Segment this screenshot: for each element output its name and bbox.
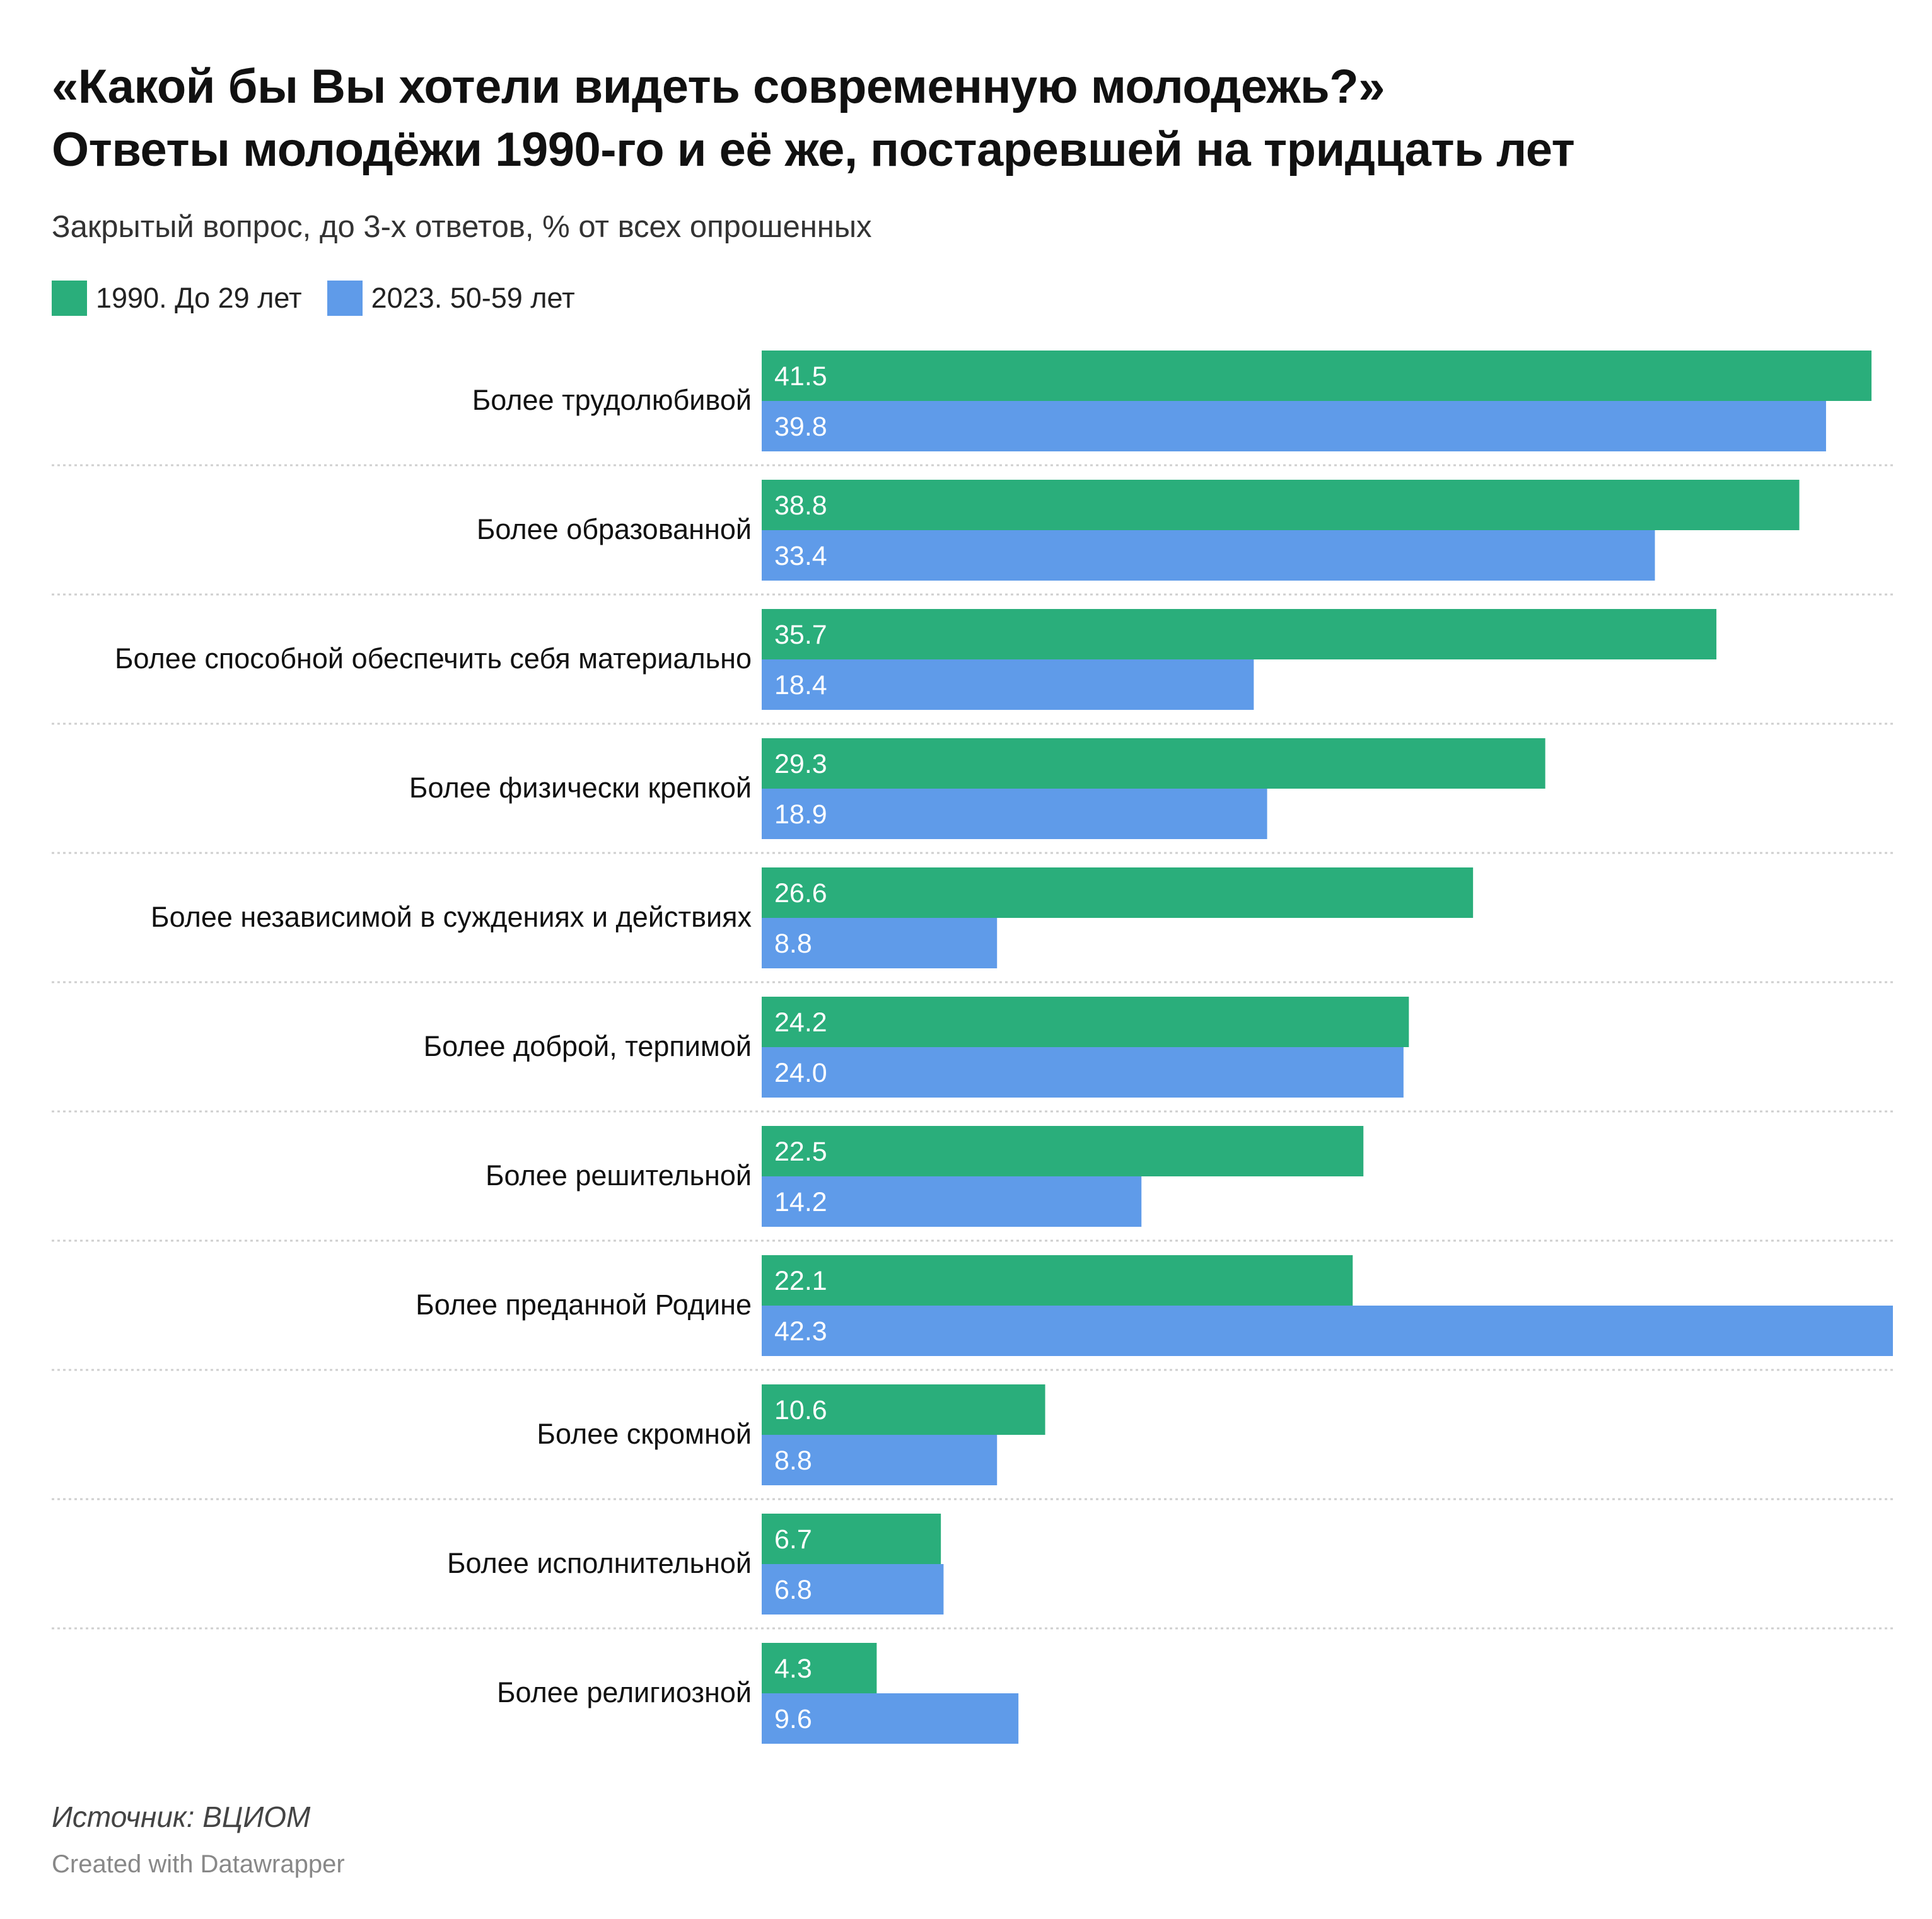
bar-1990 [762, 1514, 941, 1564]
legend-item-1990: 1990. До 29 лет [52, 281, 302, 316]
bar-chart: Более трудолюбивой 41.5 39.8 Более образова… [52, 351, 1893, 1744]
bar-1990 [762, 609, 1717, 659]
category-label: Более трудолюбивой [472, 384, 752, 416]
category-label: Более независимой в суждениях и действия… [151, 901, 752, 933]
legend: 1990. До 29 лет 2023. 50-59 лет [52, 281, 600, 316]
category-label: Более доброй, терпимой [424, 1030, 752, 1062]
chart-subtitle: Закрытый вопрос, до 3-х ответов, % от вс… [52, 210, 872, 244]
bar-2023 [762, 918, 998, 968]
bar-2023 [762, 1564, 944, 1615]
value-label-2023: 33.4 [774, 541, 827, 571]
category-label: Более способной обеспечить себя материал… [115, 642, 752, 675]
value-label-1990: 22.1 [774, 1266, 827, 1296]
value-label-2023: 8.8 [774, 929, 812, 959]
chart-title-line-1: «Какой бы Вы хотели видеть современную м… [52, 60, 1385, 113]
value-label-1990: 10.6 [774, 1395, 827, 1425]
bar-2023 [762, 1047, 1404, 1098]
source-note: Источник: ВЦИОМ [52, 1800, 311, 1833]
value-label-2023: 6.8 [774, 1575, 812, 1605]
bar-1990 [762, 1126, 1364, 1176]
value-label-1990: 35.7 [774, 620, 827, 650]
legend-swatch-2023 [327, 281, 363, 316]
value-label-2023: 9.6 [774, 1704, 812, 1734]
category-label: Более физически крепкой [409, 772, 752, 804]
category-label: Более исполнительной [447, 1547, 752, 1579]
category-label: Более преданной Родине [416, 1289, 752, 1321]
value-label-1990: 22.5 [774, 1137, 827, 1167]
bar-1990 [762, 1255, 1353, 1306]
bar-2023 [762, 401, 1826, 451]
value-label-1990: 38.8 [774, 490, 827, 521]
category-label: Более образованной [477, 513, 752, 545]
chart-title-line-2: Ответы молодёжи 1990-го и её же, постаре… [52, 123, 1575, 177]
value-label-1990: 29.3 [774, 749, 827, 779]
bar-1990 [762, 738, 1545, 789]
value-label-1990: 6.7 [774, 1524, 812, 1555]
bar-2023 [762, 1306, 1893, 1356]
bar-2023 [762, 789, 1267, 839]
value-label-2023: 42.3 [774, 1316, 827, 1347]
legend-item-2023: 2023. 50-59 лет [327, 281, 575, 316]
value-label-2023: 8.8 [774, 1446, 812, 1476]
category-label: Более скромной [537, 1418, 752, 1450]
value-label-2023: 24.0 [774, 1058, 827, 1088]
bar-2023 [762, 659, 1254, 710]
bar-1990 [762, 867, 1474, 918]
value-label-2023: 39.8 [774, 412, 827, 442]
bar-2023 [762, 530, 1655, 581]
bar-1990 [762, 997, 1409, 1047]
value-label-2023: 18.4 [774, 670, 827, 700]
bar-1990 [762, 351, 1872, 401]
chart-title: «Какой бы Вы хотели видеть современную м… [52, 55, 1912, 182]
legend-label-1990: 1990. До 29 лет [96, 282, 302, 314]
legend-label-2023: 2023. 50-59 лет [371, 282, 575, 314]
value-label-1990: 4.3 [774, 1654, 812, 1684]
value-label-2023: 18.9 [774, 799, 827, 830]
bar-2023 [762, 1693, 1019, 1744]
value-label-1990: 24.2 [774, 1007, 827, 1038]
value-label-2023: 14.2 [774, 1187, 827, 1217]
bar-1990 [762, 480, 1800, 530]
category-label: Более решительной [486, 1159, 752, 1191]
bar-1990 [762, 1643, 877, 1693]
value-label-1990: 26.6 [774, 878, 827, 908]
credit-note: Created with Datawrapper [52, 1850, 345, 1878]
category-label: Более религиозной [497, 1676, 752, 1708]
bar-1990 [762, 1384, 1045, 1435]
bar-2023 [762, 1435, 998, 1485]
legend-swatch-1990 [52, 281, 87, 316]
value-label-1990: 41.5 [774, 361, 827, 391]
bar-2023 [762, 1176, 1142, 1227]
